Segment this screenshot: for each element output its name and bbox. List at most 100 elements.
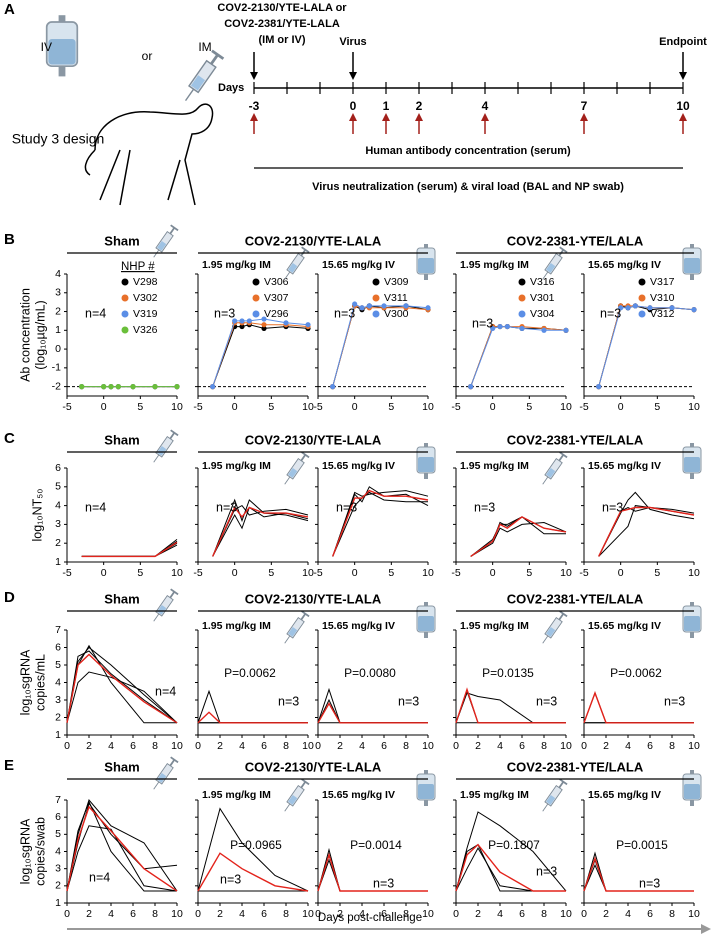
legend-swatch (638, 278, 646, 286)
bag-fluid (684, 784, 700, 799)
syringe-needle (153, 454, 160, 463)
series-line (212, 324, 309, 387)
series-line (197, 852, 309, 892)
bag-fluid (418, 784, 434, 799)
n-label: n=3 (536, 864, 557, 878)
x-tick-label: 6 (519, 908, 525, 920)
x-tick-label: -5 (579, 401, 588, 413)
y-tick-label: 7 (55, 794, 61, 806)
series-line (598, 506, 695, 557)
syringe-plunger (558, 454, 565, 462)
data-point (519, 325, 525, 332)
data-point (563, 327, 569, 333)
panel-subtitle: 1.95 mg/kg IM (202, 259, 271, 271)
series-line (470, 326, 567, 387)
legend-label: V298 (133, 276, 158, 288)
group-title: COV2-2130/YTE-LALA (245, 591, 382, 606)
x-tick-label: 0 (352, 401, 358, 413)
group-title: Sham (104, 432, 139, 447)
syringe-icon (284, 610, 310, 644)
syringe-icon (542, 610, 568, 644)
n-label: n=4 (89, 870, 110, 884)
x-tick-label: 10 (171, 908, 183, 920)
syringe-plunger (169, 432, 176, 440)
x-tick-label: 4 (108, 908, 114, 920)
data-point (618, 305, 624, 311)
syringe-handle (170, 224, 179, 232)
p-value: P=0.0062 (610, 666, 662, 680)
syringe-icon (542, 451, 568, 485)
x-tick-label: 0 (195, 740, 201, 752)
data-point (352, 301, 358, 307)
panel-subtitle: 1.95 mg/kg IM (202, 460, 271, 472)
group-title: COV2-2381-YTE/LALA (507, 759, 644, 774)
bag-fluid (684, 457, 700, 472)
syringe-handle (301, 610, 310, 618)
series-line (81, 539, 178, 557)
x-tick-label: 0 (453, 908, 459, 920)
n-label: n=3 (600, 306, 621, 320)
timeline-label: 1 (383, 99, 390, 113)
series-line (66, 650, 178, 724)
x-tick-label: 0 (232, 401, 238, 413)
legend-label: V306 (264, 276, 289, 288)
syringe-plunger (300, 613, 307, 621)
syringe-handle (301, 246, 310, 254)
data-point (283, 320, 289, 326)
x-tick-label: 8 (669, 908, 675, 920)
syringe-liquid (546, 467, 556, 478)
data-point (359, 305, 365, 311)
x-tick-label: 5 (526, 567, 532, 579)
x-tick-label: -5 (62, 567, 71, 579)
x-tick-label: 2 (217, 740, 223, 752)
y-tick-label: 2 (55, 880, 61, 892)
p-value: P=0.0965 (230, 838, 282, 852)
panel-subtitle: 15.65 mg/kg IV (588, 789, 661, 801)
y-tick-label: 4 (55, 268, 61, 280)
bag-hook (690, 244, 694, 248)
x-tick-label: 8 (541, 908, 547, 920)
legend-label: V317 (650, 276, 675, 288)
panel-subtitle: 1.95 mg/kg IM (202, 620, 271, 632)
x-tick-label: 8 (152, 740, 158, 752)
legend-label: V296 (264, 308, 289, 320)
y-axis-label: log₁₀sgRNA (18, 649, 32, 715)
series-line (332, 491, 428, 557)
p-value: P=0.0135 (482, 666, 534, 680)
data-point (210, 384, 216, 390)
y-axis-label: copies/mL (33, 654, 47, 711)
bag-hook (424, 770, 428, 774)
series-line (455, 687, 566, 724)
x-tick-label: 0 (490, 567, 496, 579)
series-line (598, 505, 695, 557)
x-tick-label: 10 (422, 908, 434, 920)
legend-label: V309 (384, 276, 409, 288)
syringe-needle (542, 635, 549, 644)
y-tick-label: 7 (55, 624, 61, 636)
bag-fluid (418, 616, 434, 631)
syringe-handle (301, 451, 310, 459)
data-point (79, 384, 85, 390)
timeline-label: 4 (482, 99, 489, 113)
n-label: n=3 (214, 306, 235, 320)
series-line (66, 800, 177, 892)
syringe-icon (153, 224, 179, 258)
x-tick-label: -5 (579, 567, 588, 579)
syringe-barrel (155, 435, 174, 458)
x-tick-label: 0 (581, 908, 587, 920)
data-point (115, 384, 121, 390)
data-point (468, 384, 474, 390)
timeline-label: -3 (249, 99, 260, 113)
syringe-handle (301, 778, 310, 786)
iv-bag-icon (682, 443, 702, 479)
timeline-days: Days (218, 82, 244, 94)
x-tick-label: 6 (130, 908, 136, 920)
x-tick-label: 2 (475, 740, 481, 752)
series-line (455, 811, 567, 892)
syringe-liquid (157, 604, 167, 615)
x-tick-label: 8 (403, 740, 409, 752)
syringe-barrel (188, 59, 217, 94)
treatment-label: (IM or IV) (258, 34, 305, 46)
syringe-barrel (286, 616, 305, 639)
